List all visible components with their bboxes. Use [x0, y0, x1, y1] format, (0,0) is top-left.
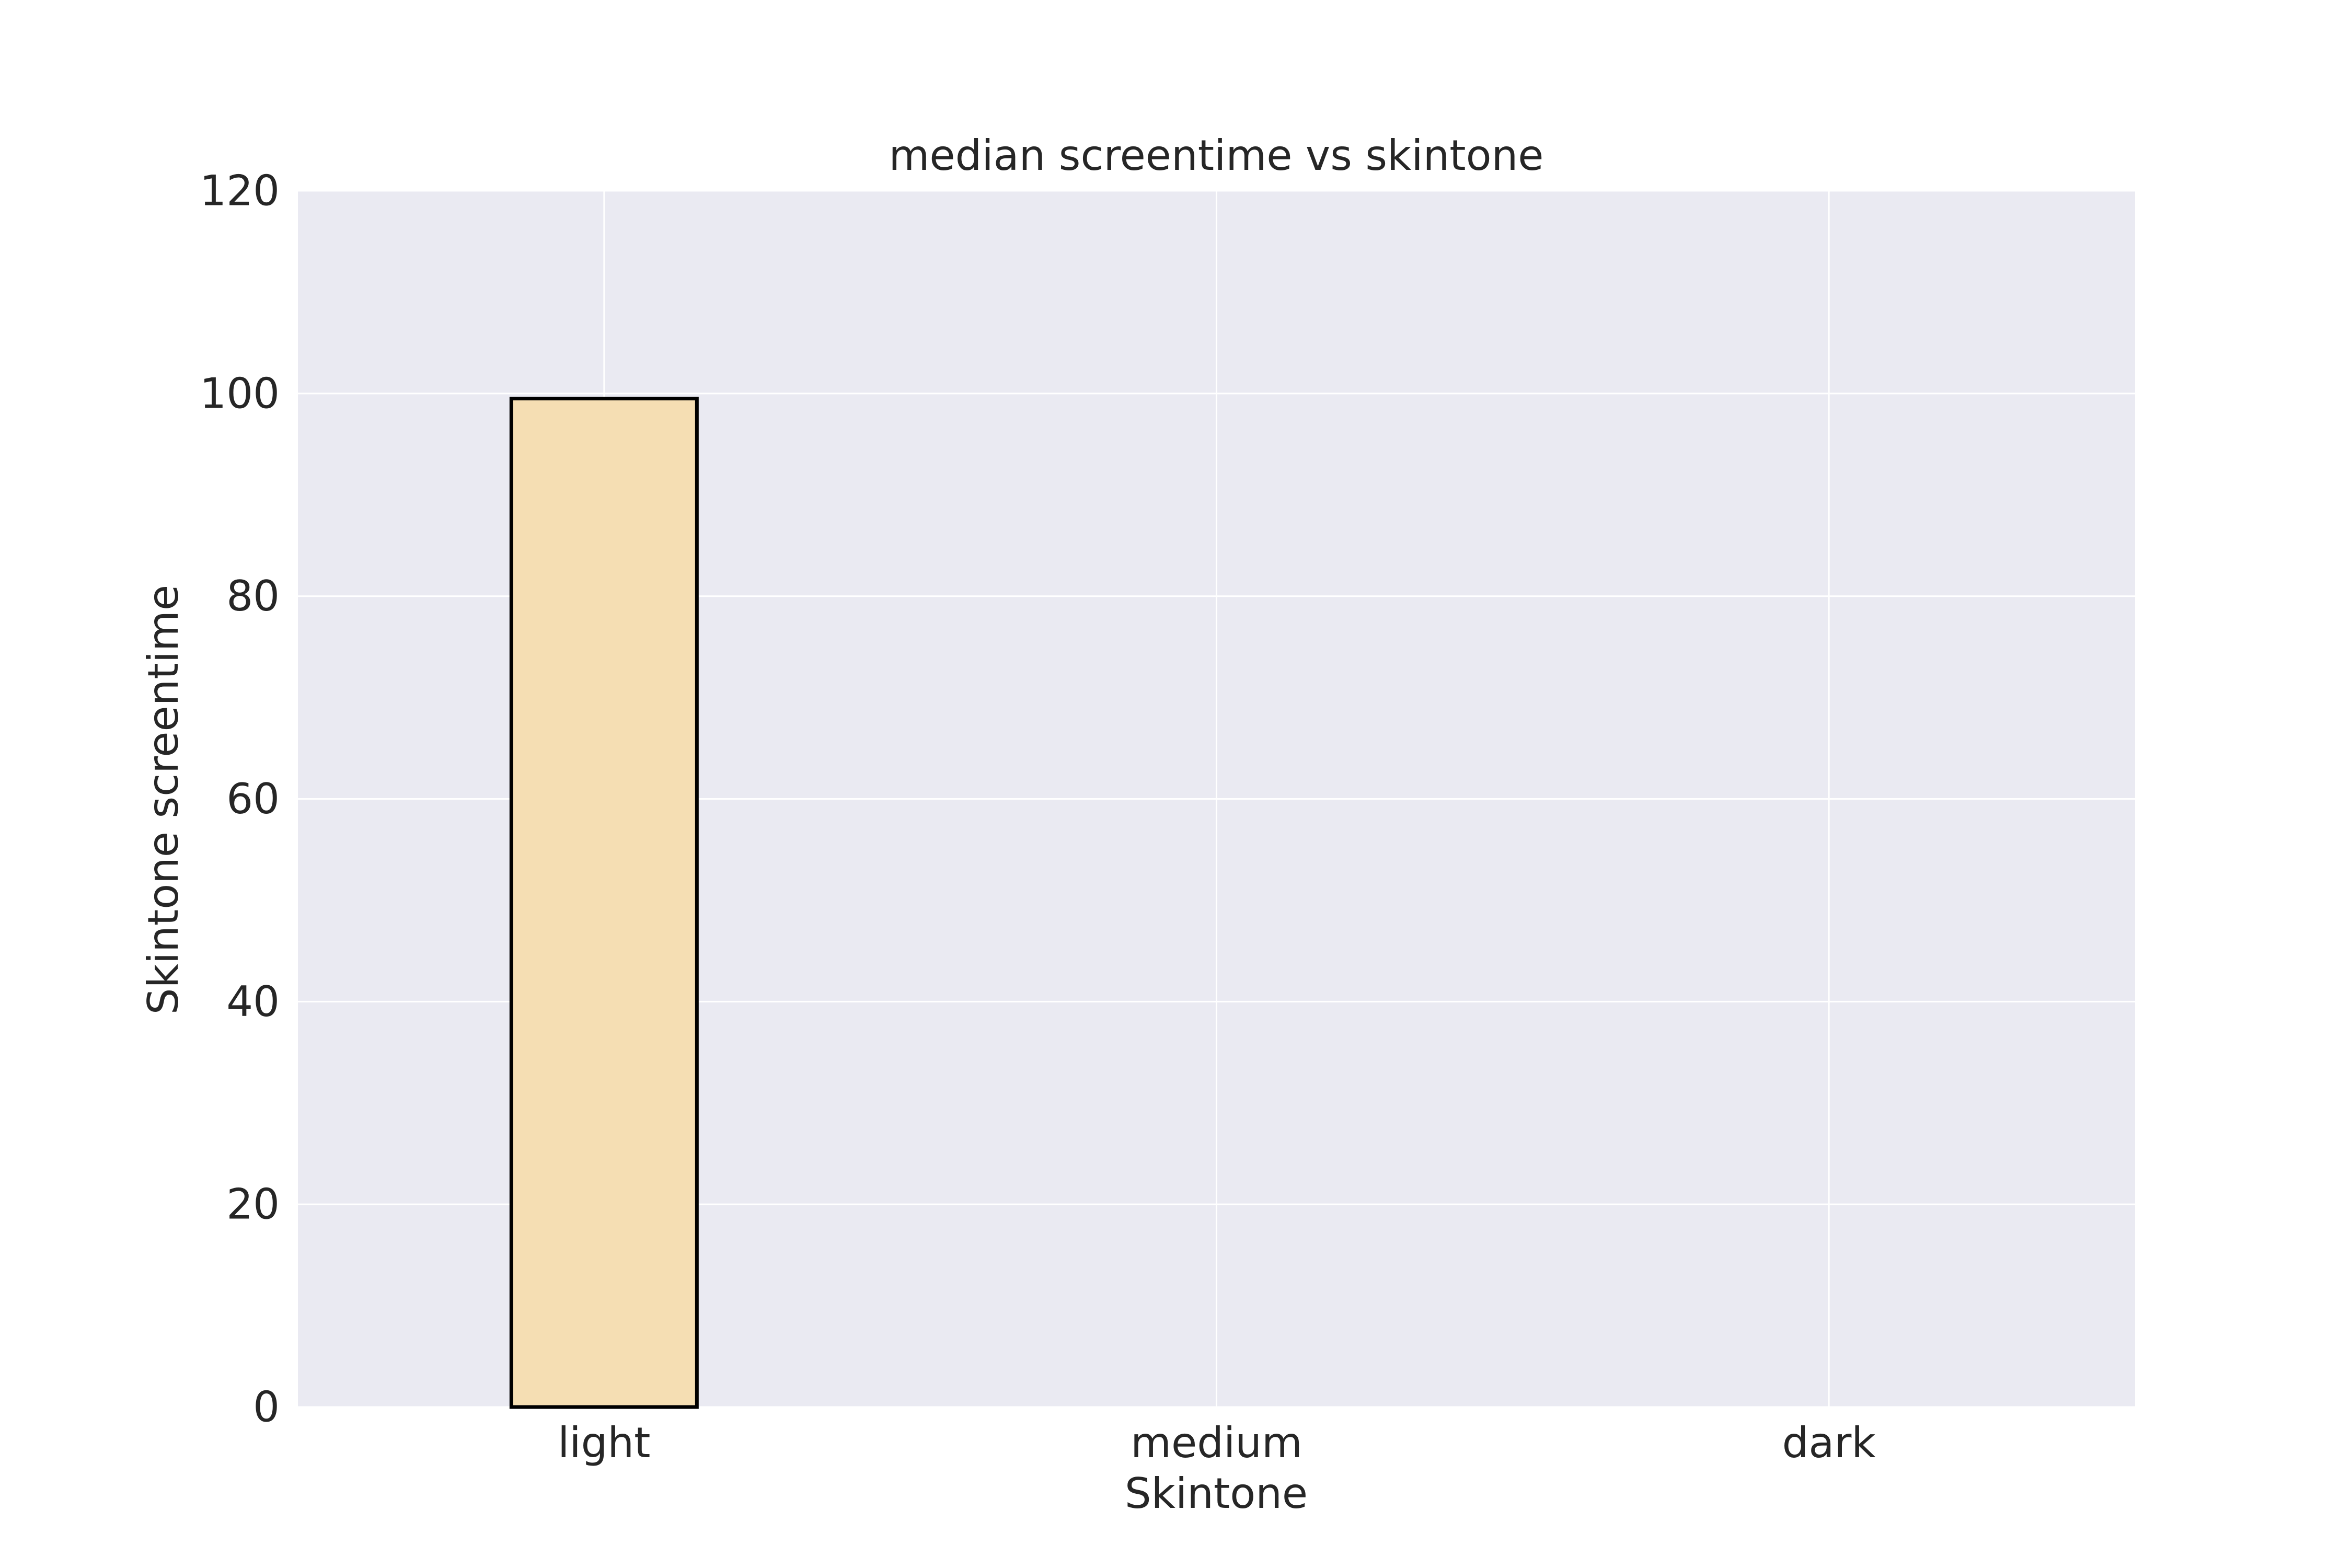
x-tick-labels: light medium dark — [558, 1419, 1876, 1467]
x-tick-label: light — [558, 1419, 650, 1467]
plot-area — [298, 190, 2135, 1409]
y-tick-label: 60 — [226, 775, 280, 823]
y-tick-label: 80 — [226, 572, 280, 620]
y-tick-label: 100 — [200, 369, 280, 418]
y-tick-label: 0 — [253, 1383, 280, 1432]
x-tick-label: medium — [1131, 1419, 1302, 1467]
x-axis-label: Skintone — [1125, 1469, 1308, 1518]
bars — [509, 397, 699, 1409]
y-axis-label: Skintone screentime — [139, 585, 188, 1014]
y-tick-label: 40 — [226, 977, 280, 1026]
x-tick-label: dark — [1782, 1419, 1876, 1467]
bar-light — [509, 397, 699, 1409]
y-tick-labels: 0 20 40 60 80 100 120 — [200, 167, 280, 1432]
y-tick-label: 120 — [200, 167, 280, 215]
chart-title: median screentime vs skintone — [889, 131, 1543, 180]
y-tick-label: 20 — [226, 1180, 280, 1229]
